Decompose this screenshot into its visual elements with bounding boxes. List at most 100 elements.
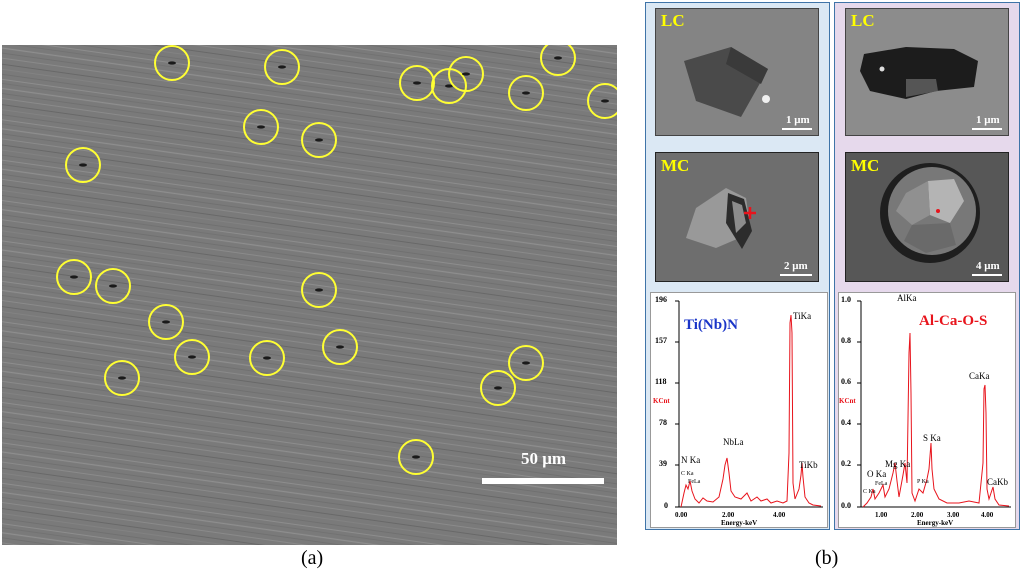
inclusion-particle	[336, 345, 344, 349]
inclusion-particle	[70, 275, 78, 279]
peak-fela: FeLa	[688, 479, 701, 485]
inclusion-particle	[315, 138, 323, 142]
inclusion-circle-marker	[65, 147, 101, 183]
caption-b: (b)	[815, 547, 839, 569]
eds-spectrum-left: Ti(Nb)N 196 157 118 KCnt 78 39 0 0.00 2.…	[650, 292, 828, 528]
y-tick-1: 157	[655, 336, 667, 345]
y-tick-2-right: 0.6	[841, 377, 851, 386]
x-tick-0: 0.00	[675, 511, 688, 519]
sem-micrograph-a	[2, 45, 617, 545]
lc-label-left: LC	[661, 11, 685, 30]
inclusion-particle	[263, 356, 271, 360]
inclusion-circle-marker	[508, 345, 544, 381]
inclusion-circle-marker	[398, 439, 434, 475]
inclusion-circle-marker	[301, 122, 337, 158]
inclusion-particle	[278, 65, 286, 69]
lc-scale-bar-left	[782, 128, 812, 130]
inclusion-circle-marker	[399, 65, 435, 101]
peak-tikb: TiKb	[799, 460, 818, 470]
peak-cka: C Ka	[681, 471, 694, 477]
peak-mgka: Mg Ka	[885, 459, 911, 469]
peak-oka: O Ka	[867, 469, 887, 479]
y-tick-4-right: 0.2	[841, 459, 851, 468]
inclusion-particle	[522, 361, 530, 365]
mc-scale-left: 2 μm	[784, 260, 808, 272]
inclusion-circle-marker	[154, 45, 190, 81]
inclusion-particle	[109, 284, 117, 288]
inclusion-particle	[162, 320, 170, 324]
y-tick-4: 39	[659, 459, 667, 468]
peak-tika: TiKa	[793, 311, 812, 321]
inclusion-circle-marker	[243, 109, 279, 145]
inclusion-particle	[315, 288, 323, 292]
inclusion-circle-marker	[508, 75, 544, 111]
x-label-right: Energy-keV	[917, 519, 954, 527]
peak-nbla: NbLa	[723, 437, 744, 447]
peak-cka-right: C Ka	[863, 489, 876, 495]
x-tick-1: 2.00	[722, 511, 735, 519]
y-unit-left: KCnt	[653, 397, 670, 405]
inclusion-particle	[494, 386, 502, 390]
x-tick-3-right: 4.00	[981, 511, 994, 519]
peak-alka: AlKa	[897, 293, 917, 303]
y-unit-right: KCnt	[839, 397, 856, 405]
lc-scale-bar-right	[972, 128, 1002, 130]
y-tick-0: 196	[655, 295, 667, 304]
lc-scale-left: 1 μm	[786, 114, 810, 126]
y-tick-0-right: 1.0	[841, 295, 851, 304]
mc-scale-right: 4 μm	[976, 260, 1000, 272]
inclusion-circle-marker	[56, 259, 92, 295]
x-tick-0-right: 1.00	[875, 511, 888, 519]
inclusion-circle-marker	[301, 272, 337, 308]
inclusion-circle-marker	[587, 83, 617, 119]
y-tick-3-right: 0.4	[841, 418, 851, 427]
peak-ska: S Ka	[923, 433, 941, 443]
inclusion-circle-marker	[322, 329, 358, 365]
spectrum-title-right: Al-Ca-O-S	[919, 313, 988, 329]
y-tick-3: 78	[659, 418, 667, 427]
inclusion-circle-marker	[480, 370, 516, 406]
peak-cakb: CaKb	[987, 477, 1008, 487]
inclusion-circle-marker	[448, 56, 484, 92]
y-tick-5-right: 0.0	[841, 501, 851, 510]
caption-a: (a)	[301, 547, 324, 569]
peak-nka: N Ka	[681, 455, 701, 465]
x-tick-2: 4.00	[773, 511, 786, 519]
sem-background	[2, 45, 617, 545]
y-tick-2: 118	[655, 377, 667, 386]
x-tick-2-right: 3.00	[947, 511, 960, 519]
x-tick-1-right: 2.00	[911, 511, 924, 519]
lc-scale-right: 1 μm	[976, 114, 1000, 126]
inclusion-particle	[257, 125, 265, 129]
lc-image-left	[655, 8, 819, 136]
mc-scale-bar-left	[780, 274, 812, 276]
inclusion-circle-marker	[104, 360, 140, 396]
inclusion-particle	[118, 376, 126, 380]
inclusion-particle	[445, 84, 453, 88]
y-tick-1-right: 0.8	[841, 336, 851, 345]
inclusion-circle-marker	[174, 339, 210, 375]
inclusion-particle	[554, 56, 562, 60]
mc-image-right	[845, 152, 1009, 282]
inclusion-circle-marker	[249, 340, 285, 376]
lc-label-right: LC	[851, 11, 875, 30]
mc-scale-bar-right	[972, 274, 1002, 276]
inclusion-circle-marker	[264, 49, 300, 85]
inclusion-markers	[56, 45, 617, 475]
peak-pka: P Ka	[917, 479, 929, 485]
x-label-left: Energy-keV	[721, 519, 758, 527]
peak-fela-right: FeLa	[875, 481, 888, 487]
peak-caka: CaKa	[969, 371, 990, 381]
lc-image-right	[845, 8, 1009, 136]
inclusion-particle	[168, 61, 176, 65]
mc-image-left	[655, 152, 819, 282]
inclusion-particle	[188, 355, 196, 359]
inclusion-particle	[522, 91, 530, 95]
inclusion-particle	[412, 455, 420, 459]
mc-label-right: MC	[851, 156, 880, 175]
scale-label-a: 50 μm	[521, 449, 567, 468]
inclusion-circle-marker	[148, 304, 184, 340]
inclusion-particle	[601, 99, 609, 103]
inclusion-circle-marker	[95, 268, 131, 304]
y-tick-5: 0	[664, 501, 668, 510]
